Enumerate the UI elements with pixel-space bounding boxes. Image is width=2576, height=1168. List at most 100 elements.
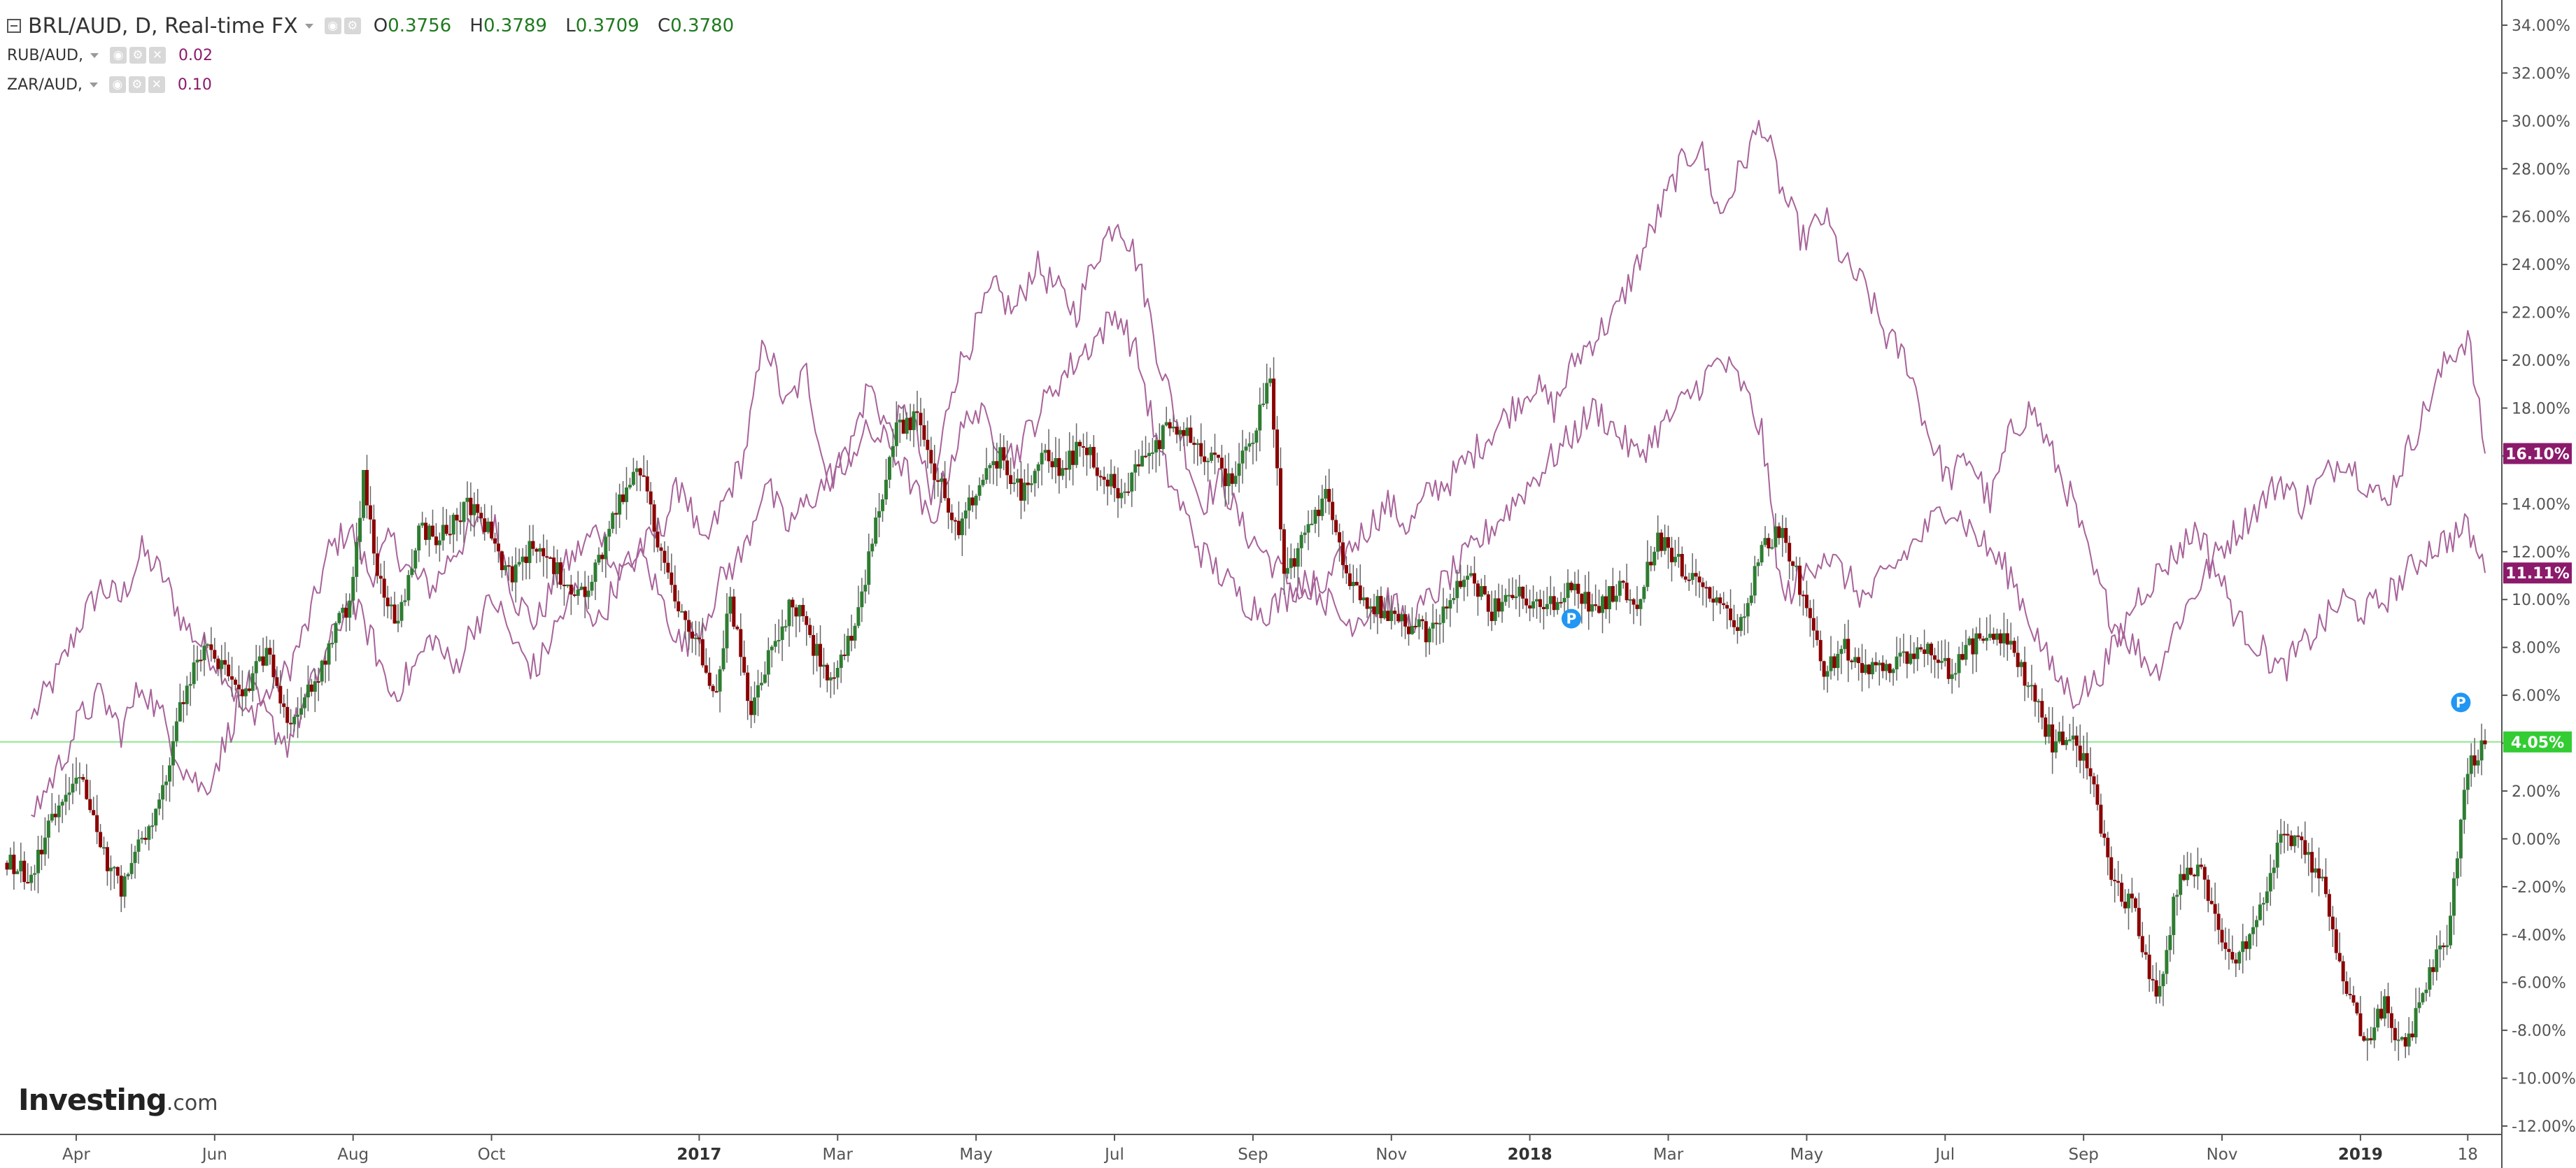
- candle: [1438, 614, 1442, 644]
- candle: [794, 604, 798, 638]
- candle: [1084, 432, 1089, 476]
- candle-body: [1774, 526, 1778, 548]
- candle-body: [936, 480, 940, 482]
- candle-body: [819, 643, 823, 667]
- candle: [1770, 539, 1774, 550]
- candle: [2012, 637, 2016, 657]
- candle-body: [1071, 450, 1075, 465]
- y-tick-label: -6.00%: [2512, 975, 2566, 992]
- candle-body: [1621, 581, 1625, 583]
- candle: [922, 408, 926, 447]
- candle-body: [22, 860, 27, 883]
- candle: [2195, 847, 2200, 890]
- candle: [590, 574, 594, 596]
- candle-body: [565, 584, 569, 587]
- candle: [1884, 660, 1888, 681]
- candle: [85, 764, 89, 800]
- candle: [1054, 436, 1058, 484]
- candle-body: [604, 536, 608, 560]
- candle: [1742, 603, 1746, 636]
- candle-body: [2064, 740, 2068, 746]
- collapse-legend-icon[interactable]: [7, 19, 21, 33]
- chevron-down-icon[interactable]: [89, 82, 98, 87]
- candle: [2351, 985, 2356, 1006]
- candle: [884, 459, 889, 505]
- close-icon[interactable]: ✕: [148, 47, 166, 64]
- candle: [1036, 462, 1040, 489]
- candle: [1870, 657, 1874, 680]
- candle: [2130, 878, 2134, 913]
- candle: [947, 482, 951, 529]
- candle: [642, 455, 646, 477]
- candle-body: [1870, 662, 1874, 675]
- candle: [517, 548, 521, 567]
- candle: [185, 676, 189, 715]
- candle: [555, 549, 560, 588]
- candle: [1424, 612, 1428, 657]
- overlay-name[interactable]: ZAR/AUD,: [7, 76, 83, 94]
- candle: [2389, 1006, 2393, 1043]
- candle-body: [371, 519, 376, 554]
- candle-body: [901, 420, 905, 434]
- candle-body: [1528, 605, 1532, 608]
- candle-body: [777, 640, 781, 642]
- gear-icon[interactable]: ⚙: [128, 76, 146, 93]
- candle: [663, 541, 667, 574]
- candle-body: [403, 600, 407, 602]
- x-tick-label: 2019: [2338, 1146, 2383, 1164]
- candle: [1628, 589, 1632, 614]
- candle: [261, 637, 265, 673]
- candle: [1448, 593, 1452, 627]
- candle: [1988, 614, 1993, 641]
- candle: [1016, 469, 1020, 497]
- chevron-down-icon[interactable]: [304, 23, 313, 29]
- candle-body: [1992, 634, 1996, 640]
- eye-icon[interactable]: ◉: [109, 47, 127, 64]
- candle-body: [254, 661, 258, 674]
- candle-body: [1535, 599, 1539, 601]
- candle-body: [704, 665, 708, 673]
- candle-body: [1254, 430, 1259, 443]
- candle: [953, 517, 957, 541]
- gear-icon[interactable]: ⚙: [129, 47, 146, 64]
- candle: [2293, 834, 2297, 853]
- candle: [618, 483, 622, 528]
- candle-body: [2300, 836, 2304, 841]
- candle-body: [815, 643, 819, 656]
- x-tick-label: Nov: [2207, 1146, 2238, 1164]
- candle: [521, 548, 525, 581]
- gear-icon[interactable]: ⚙: [344, 17, 361, 34]
- eye-icon[interactable]: ◉: [108, 76, 126, 93]
- candle: [863, 569, 868, 604]
- candle-body: [108, 867, 113, 871]
- candle-body: [929, 450, 933, 464]
- candle-body: [1354, 581, 1359, 586]
- candle: [977, 477, 982, 501]
- chevron-down-icon[interactable]: [90, 52, 99, 58]
- candle-body: [164, 781, 169, 785]
- candle-body: [1846, 639, 1850, 661]
- close-icon[interactable]: ✕: [148, 76, 165, 93]
- candle-body: [1690, 573, 1694, 581]
- eye-icon[interactable]: ◉: [324, 17, 341, 34]
- candle: [330, 631, 334, 648]
- overlay-name[interactable]: RUB/AUD,: [7, 46, 83, 64]
- candle: [348, 593, 352, 631]
- candle: [1860, 643, 1864, 692]
- symbol-title[interactable]: BRL/AUD, D, Real-time FX: [28, 13, 298, 38]
- candle: [2362, 1032, 2366, 1042]
- candle: [2168, 926, 2172, 962]
- candle: [1009, 457, 1013, 494]
- candle-body: [1344, 564, 1348, 574]
- candle: [2310, 837, 2314, 893]
- candle-body: [161, 785, 165, 800]
- candle-body: [684, 611, 688, 620]
- candle-body: [1282, 529, 1286, 574]
- candle-body: [1296, 548, 1300, 567]
- candle: [687, 610, 691, 650]
- candle-body: [1936, 660, 1940, 663]
- candle: [2455, 851, 2459, 886]
- candle-body: [2147, 954, 2151, 979]
- candle-body: [105, 847, 109, 871]
